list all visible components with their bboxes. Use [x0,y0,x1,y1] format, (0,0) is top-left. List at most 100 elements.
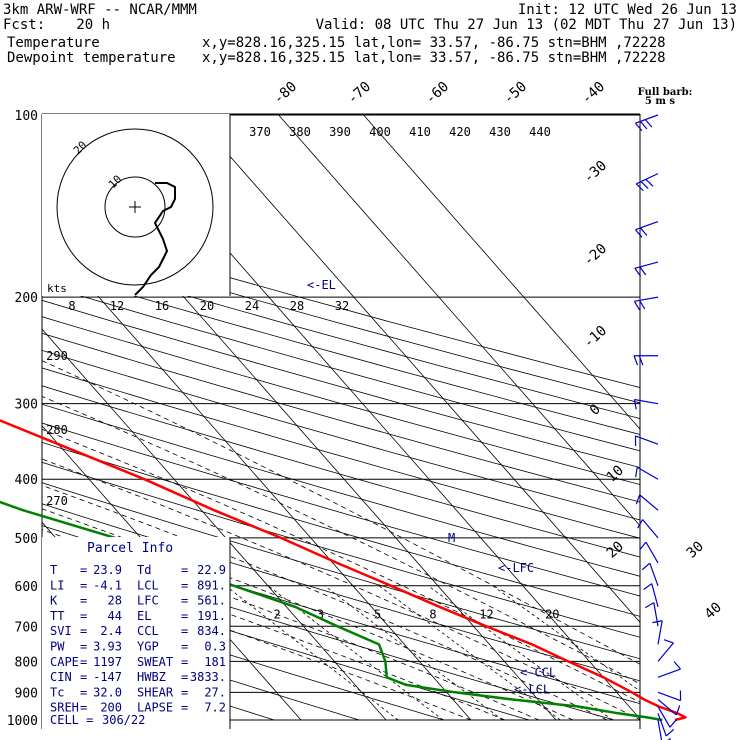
parcel-eq: = [80,563,87,577]
dry-adiabat [42,268,640,435]
parcel-cell: CAPE [50,655,79,669]
pressure-label-500: 500 [15,532,38,547]
parcel-cell: 3.93 [93,640,122,654]
parcel-eq: = [80,594,87,608]
parcel-eq: = [80,624,87,638]
wind-barb [634,220,659,238]
parcel-cell: 32.0 [93,685,122,699]
hodograph-background [42,114,230,296]
hodograph-trace [134,182,176,296]
parcel-cell: LI [50,578,64,592]
parcel-cell: EL [137,609,151,623]
parcel-eq: = [181,563,188,577]
hodo-speed-label: 12 [110,299,124,313]
parcel-cell: SREH [50,701,79,715]
parcel-cell: 891. [197,578,226,592]
parcel-eq: = [80,640,87,654]
parcel-cell: 561. [197,594,226,608]
wind-barb [639,541,659,564]
parcel-eq: = [80,578,87,592]
parcel-eq: = [181,578,188,592]
parcel-cell: 22.9 [197,563,226,577]
isotherm-label: 10 [604,462,627,485]
parcel-eq: = [181,640,188,654]
pressure-label-1000: 1000 [7,714,38,729]
parcel-eq: = [181,624,188,638]
parcel-cell: SVI [50,624,72,638]
hodo-speed-label: 32 [335,299,349,313]
theta-label: 290 [46,349,68,363]
mixing-ratio-label: 20 [545,607,559,621]
wind-barb [637,519,659,539]
wind-barb [657,690,682,702]
pressure-label-800: 800 [15,655,38,670]
parcel-cell: 7.2 [204,701,226,715]
legend-dewpoint-info: x,y=828.16,325.15 lat,lon= 33.57, -86.75… [202,50,666,66]
level-markers: <-EL M <-LFC <-CCL <-LCL [307,278,556,697]
hodo-speed-label: 24 [245,299,259,313]
barb-legend-unit: 5 m s [645,96,676,107]
parcel-cell: YGP [137,640,159,654]
pressure-label-400: 400 [15,473,38,488]
fcst-value: 20 h [76,17,110,33]
isotherm [363,114,640,430]
isotherm-label: -70 [345,79,375,108]
model-title: 3km ARW-WRF -- NCAR/MMM [3,2,197,18]
dry-adiabat [42,594,445,721]
mixing-ratio-line [225,585,399,721]
mixing-ratio-label: 3 [317,607,324,621]
pressure-label-600: 600 [15,580,38,595]
parcel-cell: 44 [108,609,122,623]
wind-barbs [633,114,682,740]
parcel-cell: 23.9 [93,563,122,577]
isotherm-label: -40 [579,79,609,108]
parcel-cell: CCL [137,624,159,638]
parcel-cell: SWEAT [137,655,173,669]
parcel-cell: SHEAR [137,685,174,699]
isotherm [193,114,640,623]
isotherm-label: -80 [271,79,301,108]
parcel-cell: 27. [204,685,226,699]
isotherm-label: 40 [702,599,725,622]
dry-adiabat [42,332,640,503]
wind-barb [634,435,659,446]
parcel-eq: = [181,609,188,623]
wind-barb [657,699,681,716]
mixing-ratio-line [427,585,613,721]
moist-adiabat [42,428,640,703]
parcel-cell: 181 [204,655,226,669]
dry-adiabat [42,482,640,660]
cell-label: CELL = [50,713,93,727]
parcel-cell: 200 [100,701,122,715]
isotherm-label: 30 [684,538,707,561]
parcel-cell: 834. [197,624,226,638]
theta-e-label: 390 [329,125,351,139]
parcel-cell: 28 [108,594,122,608]
theta-e-label: 380 [289,125,311,139]
wind-barb [641,562,659,586]
pressure-axis-labels: 100 200 300 400 500 600 700 800 900 1000 [7,109,38,729]
dry-adiabat [42,238,640,404]
isotherm-label: -20 [581,241,611,270]
legend-temperature-info: x,y=828.16,325.15 lat,lon= 33.57, -86.75… [202,35,666,51]
parcel-eq: = [181,685,188,699]
wind-barb [652,620,663,645]
parcel-cell: -147 [93,670,122,684]
parcel-eq: = [80,685,87,699]
parcel-eq: = [80,655,87,669]
parcel-cell: LFC [137,594,159,608]
wind-barb [643,583,659,607]
marker-label: <-EL [307,278,336,292]
mixing-ratio-line [378,585,561,721]
wind-barb [633,398,659,410]
hodo-speed-label: 28 [290,299,304,313]
parcel-eq: = [80,609,87,623]
mixing-ratio-label: 2 [273,607,280,621]
dry-adiabat [42,570,530,721]
mixing-ratio-label: 5 [374,607,381,621]
parcel-cell: -4.1 [93,578,122,592]
hodo-unit-label: kts [47,282,67,295]
isotherm-label: -10 [581,323,611,352]
